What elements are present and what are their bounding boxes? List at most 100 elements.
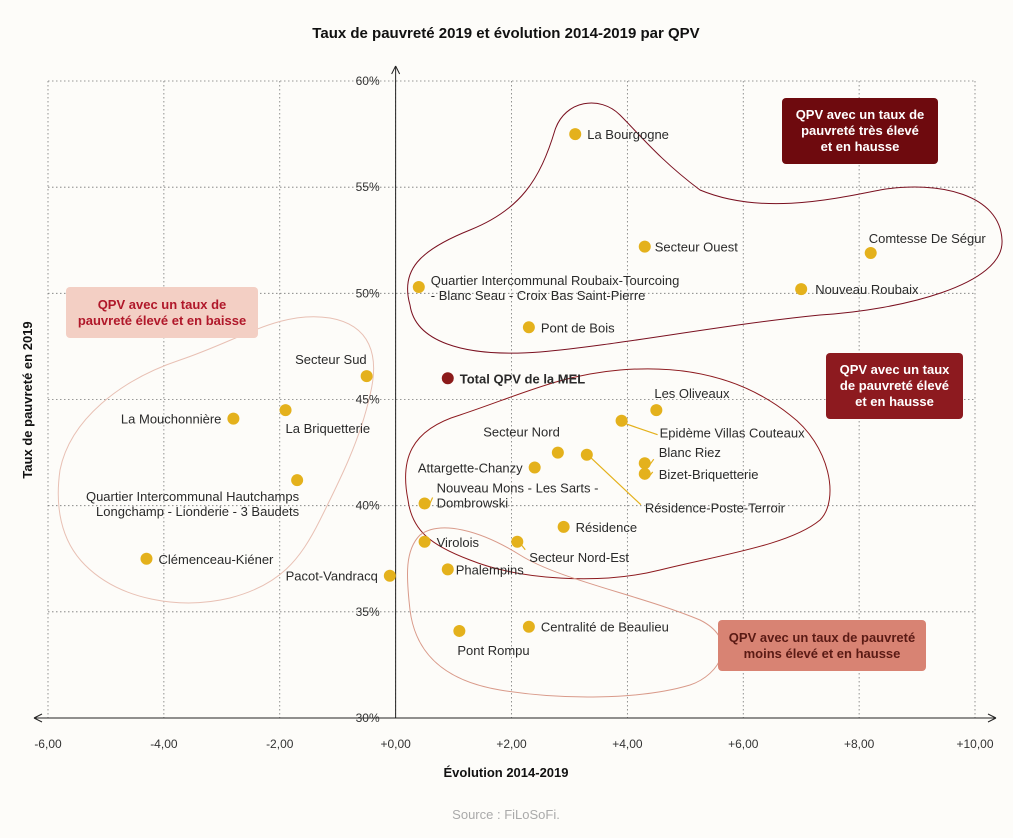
point-label: Centralité de Beaulieu — [541, 620, 669, 635]
point-label-line: Secteur Nord — [483, 425, 560, 440]
point-label: Résidence-Poste-Terroir — [645, 501, 786, 516]
data-point — [441, 563, 454, 576]
point-label: Phalempins — [456, 562, 524, 577]
chart-title: Taux de pauvreté 2019 et évolution 2014-… — [312, 25, 699, 42]
point-label-line: Bizet-Briquetterie — [659, 467, 759, 482]
point-label: Virolois — [437, 535, 480, 550]
data-point — [551, 446, 564, 459]
outline-very-high-increase — [407, 102, 1003, 354]
data-point — [291, 474, 304, 487]
point-label: Clémenceau-Kiéner — [158, 552, 274, 567]
point-label-line: Attargette-Chanzy — [418, 460, 523, 475]
point-label-line: Résidence — [576, 520, 637, 535]
point-label: Résidence — [576, 520, 637, 535]
point-label-line: Virolois — [437, 535, 480, 550]
point-label: La Briquetterie — [286, 421, 371, 436]
point-label: Secteur Ouest — [655, 240, 738, 255]
outline-lower-increase — [406, 527, 723, 698]
point-label-line: Centralité de Beaulieu — [541, 620, 669, 635]
point-label-line: Résidence-Poste-Terroir — [645, 501, 786, 516]
total-label: Total QPV de la MEL — [460, 371, 586, 386]
data-point — [453, 624, 466, 637]
data-point — [227, 412, 240, 425]
annotation-high-increase: QPV avec un taux de pauvreté élevé et en… — [826, 353, 963, 419]
x-tick-label: +2,00 — [496, 737, 527, 751]
x-axis-title: Évolution 2014-2019 — [444, 765, 569, 780]
point-label-line: Secteur Nord-Est — [529, 550, 629, 565]
y-tick-label: 30% — [356, 711, 380, 725]
y-tick-label: 40% — [356, 499, 380, 513]
leader-line — [590, 457, 642, 506]
point-label-line: Blanc Riez — [659, 445, 721, 460]
point-label-line: Nouveau Mons - Les Sarts - — [437, 481, 599, 496]
x-tick-label: +8,00 — [844, 737, 875, 751]
point-label-line: Pont Rompu — [457, 643, 529, 658]
leader-line — [625, 423, 658, 436]
y-tick-label: 45% — [356, 393, 380, 407]
x-tick-label: +4,00 — [612, 737, 643, 751]
data-point — [615, 414, 628, 427]
point-label-line: - Blanc Seau - Croix Bas Saint-Pierre — [431, 288, 646, 303]
y-tick-label: 55% — [356, 180, 380, 194]
point-label-line: La Mouchonnière — [121, 412, 221, 427]
point-label: Pacot-Vandracq — [286, 569, 378, 584]
point-label: Nouveau Roubaix — [815, 282, 919, 297]
point-label: Secteur Sud — [295, 352, 367, 367]
data-point — [528, 461, 541, 474]
data-points — [140, 128, 877, 637]
point-label: Secteur Nord-Est — [529, 550, 629, 565]
point-label-line: Epidème Villas Couteaux — [660, 426, 806, 441]
data-point — [279, 404, 292, 417]
point-label-line: Longchamp - Lionderie - 3 Baudets — [96, 504, 300, 519]
point-label-line: Pacot-Vandracq — [286, 569, 378, 584]
data-point — [650, 404, 663, 417]
point-label-line: Quartier Intercommunal Hautchamps — [86, 489, 300, 504]
data-point — [360, 370, 373, 383]
y-tick-label: 35% — [356, 605, 380, 619]
point-label: Bizet-Briquetterie — [659, 467, 759, 482]
x-tick-label: +0,00 — [380, 737, 411, 751]
x-tick-label: -4,00 — [150, 737, 178, 751]
point-label-line: Nouveau Roubaix — [815, 282, 919, 297]
point-label: Quartier Intercommunal Roubaix-Tourcoing… — [431, 273, 680, 303]
data-point — [383, 569, 396, 582]
point-label-line: Secteur Sud — [295, 352, 367, 367]
data-point — [140, 552, 153, 565]
axes — [33, 65, 997, 723]
y-tick-label: 60% — [356, 74, 380, 88]
data-point — [557, 520, 570, 533]
source-note: Source : FiLoSoFi. — [452, 807, 560, 822]
point-label: Blanc Riez — [659, 445, 721, 460]
data-point — [638, 240, 651, 253]
outline-high-increase — [405, 368, 831, 580]
point-label: Pont Rompu — [457, 643, 529, 658]
leader-line — [520, 544, 526, 551]
x-tick-label: +6,00 — [728, 737, 759, 751]
point-label: Secteur Nord — [483, 425, 560, 440]
point-label-line: Phalempins — [456, 562, 524, 577]
point-label-line: Comtesse De Ségur — [869, 231, 987, 246]
point-label-line: La Bourgogne — [587, 127, 669, 142]
x-tick-label: +10,00 — [956, 737, 993, 751]
annotation-text: QPV avec un taux de pauvreté très élevé … — [795, 107, 925, 154]
data-point — [638, 457, 651, 470]
annotation-very-high-increase: QPV avec un taux de pauvreté très élevé … — [782, 98, 938, 164]
data-point — [795, 283, 808, 296]
group-outlines — [57, 102, 1003, 698]
data-point — [638, 467, 651, 480]
data-point — [522, 321, 535, 334]
annotation-text: QPV avec un taux de pauvreté élevé et en… — [77, 296, 247, 328]
data-point — [412, 280, 425, 293]
total-data-point — [441, 372, 454, 385]
data-point — [522, 620, 535, 633]
y-axis-arrow — [391, 65, 401, 75]
y-axis-title: Taux de pauvreté en 2019 — [20, 321, 35, 478]
point-label-line: Quartier Intercommunal Roubaix-Tourcoing — [431, 273, 680, 288]
point-label-line: Dombrowski — [437, 496, 509, 511]
data-point — [580, 448, 593, 461]
point-label-line: La Briquetterie — [286, 421, 371, 436]
point-label-line: Les Oliveaux — [654, 386, 730, 401]
x-axis-arrows — [33, 713, 997, 723]
annotation-text: QPV avec un taux de pauvreté moins élevé… — [728, 629, 916, 661]
